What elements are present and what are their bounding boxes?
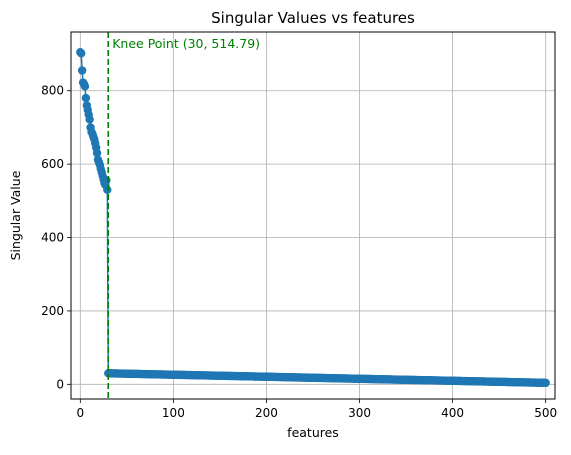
x-tick-label: 400 [441, 406, 464, 420]
chart-title: Singular Values vs features [211, 9, 415, 27]
data-point [102, 176, 111, 185]
y-tick-label: 800 [41, 84, 64, 98]
x-tick-label: 300 [348, 406, 371, 420]
data-point [103, 185, 112, 195]
plot-frame [70, 31, 556, 400]
y-tick-label: 600 [41, 157, 64, 171]
y-tick-label: 400 [41, 231, 64, 245]
grid-layer [71, 32, 555, 399]
data-point [77, 49, 86, 58]
y-tick-label: 200 [41, 304, 64, 318]
x-tick-label: 0 [76, 406, 84, 420]
knee-point-label: Knee Point (30, 514.79) [112, 36, 260, 51]
data-point [80, 82, 90, 91]
series-line [79, 51, 546, 384]
y-axis-label: Singular Value [8, 170, 23, 260]
series-layer [76, 47, 550, 388]
x-tick-label: 200 [255, 406, 278, 420]
x-axis-label: features [287, 425, 339, 440]
data-point [77, 66, 87, 75]
x-tick-label: 100 [162, 406, 185, 420]
data-point [92, 148, 102, 158]
data-point [85, 115, 94, 124]
x-tick-label: 500 [534, 406, 557, 420]
tick-layer: 0 100 200 300 400 500 0 200 400 600 800 [41, 84, 557, 420]
data-point [81, 93, 91, 103]
data-point [541, 378, 550, 388]
y-tick-label: 0 [56, 377, 64, 391]
